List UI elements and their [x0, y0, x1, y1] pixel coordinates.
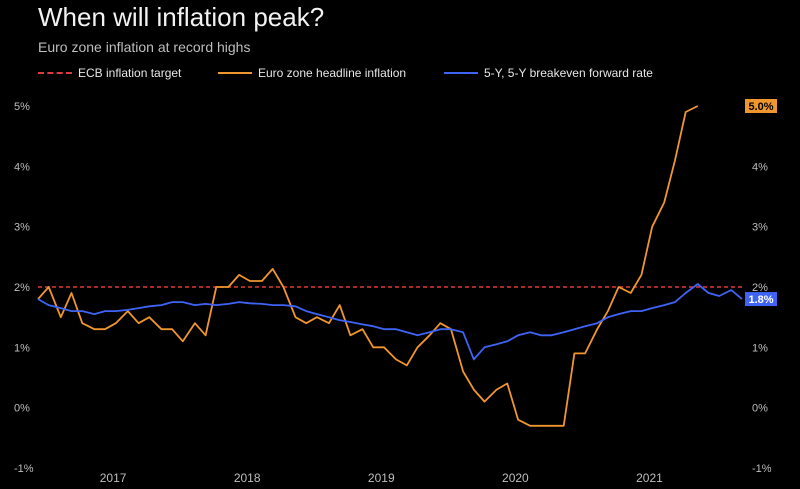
breakeven-end-badge: [745, 292, 777, 307]
x-tick-label: 2021: [636, 471, 663, 485]
y-tick-label-right: 0%: [752, 403, 768, 415]
chart-title: When will inflation peak?: [38, 2, 325, 32]
legend-swatch-headline: [218, 72, 252, 74]
y-tick-label-right: 4%: [752, 161, 768, 173]
legend-label-breakeven: 5-Y, 5-Y breakeven forward rate: [484, 66, 653, 80]
legend-label-target: ECB inflation target: [78, 66, 182, 80]
y-tick-label-right: 2%: [752, 282, 768, 294]
headline-inflation-line: [37, 105, 699, 427]
legend-swatch-target: [38, 72, 72, 74]
y-tick-label-left: 3%: [14, 222, 30, 234]
y-tick-label-left: 0%: [14, 403, 30, 415]
y-tick-label-left: 1%: [14, 342, 30, 354]
headline-end-label: 5.0%: [748, 101, 773, 113]
x-tick-label: 2017: [100, 471, 127, 485]
legend-item-headline: Euro zone headline inflation: [218, 66, 406, 80]
legend-item-breakeven: 5-Y, 5-Y breakeven forward rate: [444, 66, 653, 80]
x-tick-label: 2019: [368, 471, 395, 485]
y-tick-label-left: 4%: [14, 161, 30, 173]
breakeven-rate-line: [37, 283, 743, 361]
breakeven-end-label: 1.8%: [748, 294, 773, 306]
y-tick-label-left: 2%: [14, 282, 30, 294]
chart-subtitle: Euro zone inflation at record highs: [38, 39, 251, 55]
legend: ECB inflation target Euro zone headline …: [0, 66, 800, 82]
x-tick-label: 2018: [234, 471, 261, 485]
y-tick-label-left: -1%: [14, 463, 34, 475]
x-tick-label: 2020: [502, 471, 529, 485]
y-tick-label-right: 1%: [752, 342, 768, 354]
y-tick-label-right: -1%: [752, 463, 772, 475]
legend-label-headline: Euro zone headline inflation: [258, 66, 407, 80]
legend-swatch-breakeven: [444, 72, 478, 74]
y-tick-label-left: 5%: [14, 101, 30, 113]
headline-end-badge: [745, 99, 777, 113]
y-tick-label-right: 3%: [752, 222, 768, 234]
legend-item-target: ECB inflation target: [38, 66, 181, 80]
